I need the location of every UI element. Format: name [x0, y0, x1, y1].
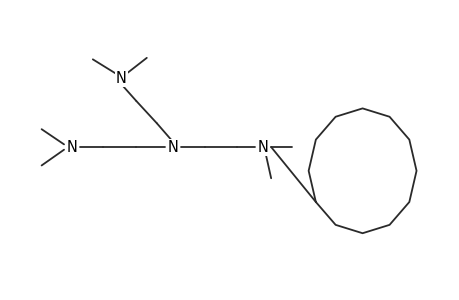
Text: N: N	[67, 140, 78, 154]
Text: N: N	[116, 71, 126, 86]
Text: N: N	[167, 140, 178, 154]
Text: N: N	[257, 140, 268, 154]
